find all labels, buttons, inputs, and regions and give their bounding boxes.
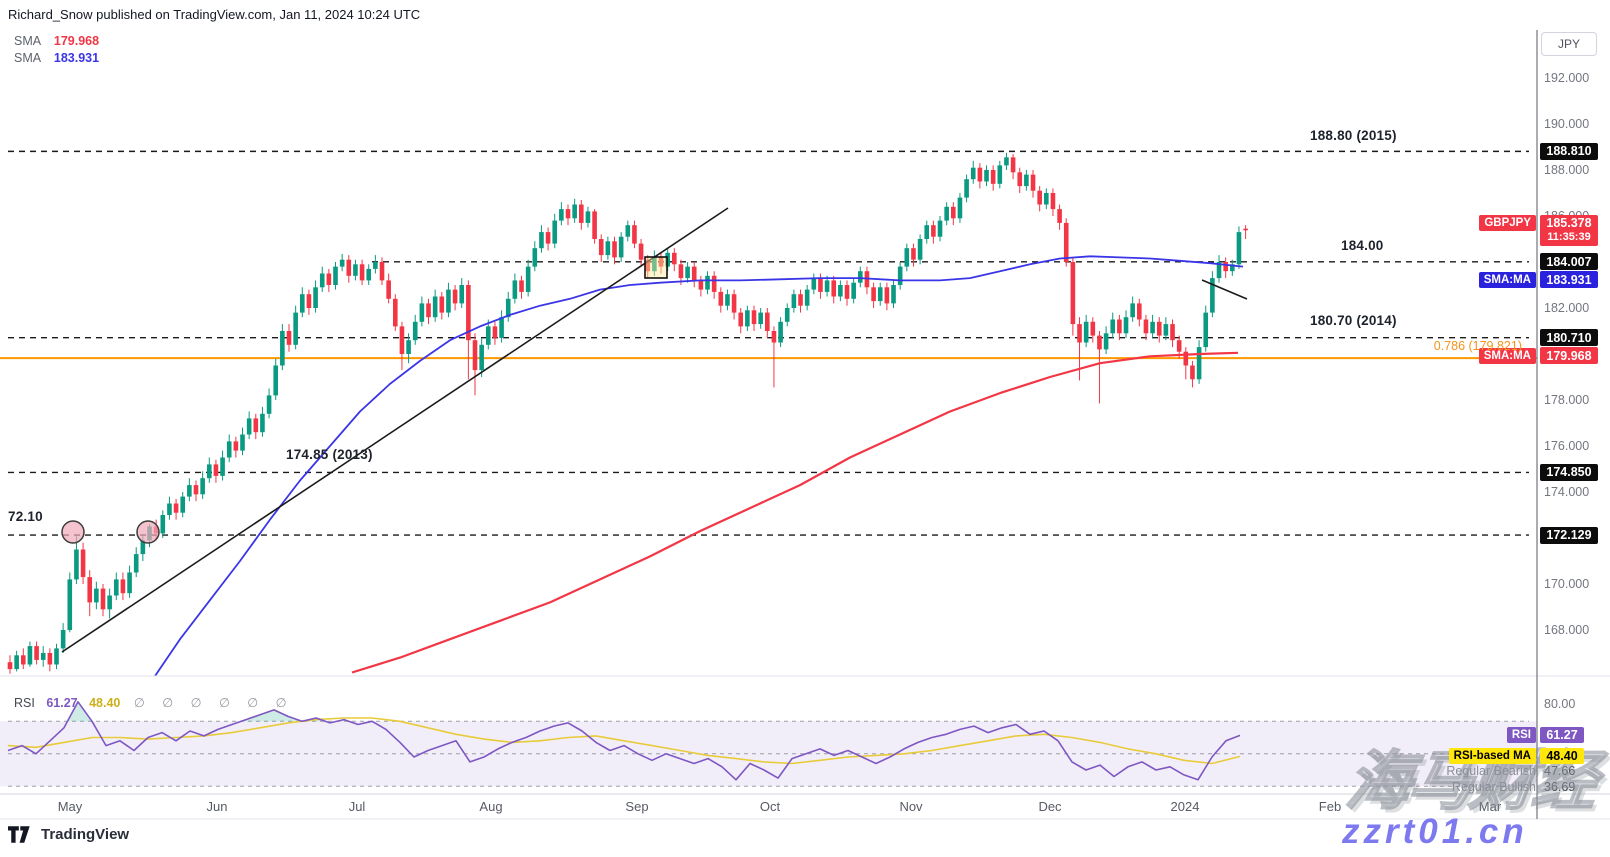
tradingview-chart-window: Richard_Snow published on TradingView.co…: [0, 0, 1610, 857]
chart-canvas[interactable]: [0, 0, 1610, 857]
